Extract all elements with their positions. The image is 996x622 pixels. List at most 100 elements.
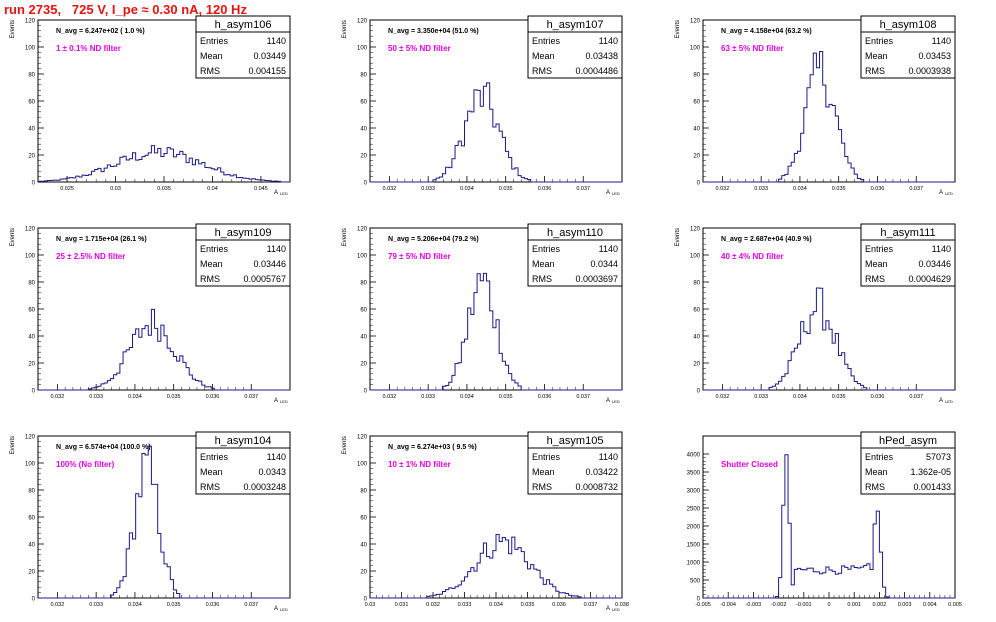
stats-entries-value: 1140 (267, 244, 286, 254)
x-tick-label: 0.032 (51, 602, 65, 608)
y-tick-label: 0 (697, 181, 701, 187)
x-tick-label: 0.035 (167, 602, 181, 608)
x-tick-label: 0.001 (847, 602, 861, 608)
x-tick-label: 0.032 (383, 394, 397, 400)
stats-entries-value: 57073 (926, 452, 951, 462)
y-tick-label: 60 (360, 100, 367, 106)
stats-mean-value: 0.03446 (253, 259, 286, 269)
x-tick-label: 0.034 (489, 602, 503, 608)
y-tick-label: 4000 (687, 453, 701, 459)
stats-mean-label: Mean (200, 259, 223, 269)
y-tick-label: 40 (360, 127, 367, 133)
y-tick-label: 80 (693, 281, 700, 287)
stats-box (527, 431, 623, 495)
x-tick-label: -0.002 (771, 602, 787, 608)
x-tick-label: 0.036 (552, 602, 566, 608)
stats-mean-value: 0.03438 (585, 51, 618, 61)
y-tick-label: 40 (360, 335, 367, 341)
y-axis-title: Events (342, 228, 348, 246)
stats-entries-value: 1140 (599, 244, 618, 254)
stats-rms-value: 0.0003938 (908, 66, 951, 76)
stats-entries-label: Entries (865, 244, 894, 254)
y-tick-label: 80 (360, 489, 367, 495)
histogram-name: h_asym109 (215, 227, 272, 239)
stats-entries-value: 1140 (932, 36, 951, 46)
x-tick-label: 0.035 (521, 602, 535, 608)
histogram-name: h_asym106 (215, 19, 272, 31)
x-axis-title: A LED (274, 190, 288, 196)
histogram-bins (37, 145, 290, 183)
stats-mean-label: Mean (865, 51, 888, 61)
x-tick-label: 0.033 (89, 394, 103, 400)
y-axis-title: Events (675, 228, 681, 246)
y-tick-label: 40 (693, 335, 700, 341)
y-tick-label: 40 (28, 127, 35, 133)
y-tick-label: 40 (693, 127, 700, 133)
x-tick-label: -0.005 (695, 602, 711, 608)
x-tick-label: 0.035 (499, 394, 513, 400)
x-tick-label: 0.032 (51, 394, 65, 400)
y-tick-label: 120 (357, 435, 368, 441)
stats-entries-label: Entries (865, 36, 894, 46)
filter-label: 25 ± 2.5% ND filter (56, 252, 125, 261)
y-tick-label: 120 (357, 227, 368, 233)
x-tick-label: 0.002 (873, 602, 887, 608)
y-tick-label: 0 (364, 181, 368, 187)
x-tick-label: 0.045 (254, 186, 268, 192)
y-tick-label: 20 (28, 570, 35, 576)
navg-label: N_avg = 3.350e+04 (51.0 %) (388, 28, 479, 35)
stats-box (860, 431, 956, 495)
histogram-bins (370, 82, 622, 183)
navg-label: N_avg = 6.574e+04 (100.0 %) (56, 444, 151, 451)
histogram-panel: 0 500 1000 1500 2000 2500 3000 3500 4000 -0.005 -0… (687, 431, 962, 608)
filter-label: Shutter Closed (721, 460, 778, 469)
x-tick-label: 0.033 (458, 602, 472, 608)
histogram-panel: 0 20 40 60 80 100 120 0.032 0.033 0.034 0.035 0.036… (342, 223, 623, 404)
x-axis-title: A LED (606, 190, 620, 196)
x-axis-title: A LED (274, 398, 288, 404)
y-tick-label: 40 (360, 543, 367, 549)
stats-mean-label: Mean (865, 467, 888, 477)
y-tick-label: 2500 (687, 507, 701, 513)
y-tick-label: 80 (28, 281, 35, 287)
y-tick-label: 0 (697, 389, 701, 395)
y-tick-label: 0 (32, 181, 36, 187)
stats-rms-label: RMS (532, 66, 552, 76)
x-tick-label: 0.035 (499, 186, 513, 192)
x-tick-label: 0.034 (128, 602, 142, 608)
stats-entries-label: Entries (532, 452, 561, 462)
y-axis-title: Events (10, 436, 16, 454)
stats-entries-label: Entries (200, 244, 229, 254)
stats-mean-value: 0.0343 (258, 467, 286, 477)
histogram-name: h_asym110 (547, 227, 603, 239)
filter-label: 79 ± 5% ND filter (388, 252, 451, 261)
stats-mean-label: Mean (532, 51, 555, 61)
x-axis-title: A LED (939, 190, 953, 196)
histogram-bins (38, 445, 290, 599)
x-tick-label: 0.03 (365, 602, 376, 608)
x-tick-label: 0.033 (421, 394, 435, 400)
x-tick-label: 0.033 (754, 394, 768, 400)
x-tick-label: 0.035 (157, 186, 171, 192)
y-tick-label: 20 (360, 362, 367, 368)
x-tick-label: -0.004 (720, 602, 736, 608)
stats-rms-value: 0.0004629 (908, 274, 951, 284)
y-tick-label: 60 (360, 516, 367, 522)
stats-mean-label: Mean (532, 467, 555, 477)
filter-label: 100% (No filter) (56, 460, 115, 469)
stats-mean-value: 0.03453 (918, 51, 951, 61)
stats-box (860, 223, 956, 287)
x-tick-label: 0.004 (923, 602, 937, 608)
x-tick-label: 0.036 (206, 394, 220, 400)
histogram-bins (38, 308, 290, 391)
y-tick-label: 60 (360, 308, 367, 314)
y-tick-label: 0 (364, 597, 368, 603)
y-axis-title: Events (342, 436, 348, 454)
y-tick-label: 20 (693, 154, 700, 160)
run-title: run 2735, 725 V, I_pe ≈ 0.30 nA, 120 Hz (4, 2, 247, 17)
histogram-bins (370, 272, 622, 391)
x-tick-label: 0.035 (167, 394, 181, 400)
stats-entries-value: 1140 (599, 36, 618, 46)
stats-rms-label: RMS (200, 482, 220, 492)
navg-label: N_avg = 2.687e+04 (40.9 %) (721, 236, 812, 243)
